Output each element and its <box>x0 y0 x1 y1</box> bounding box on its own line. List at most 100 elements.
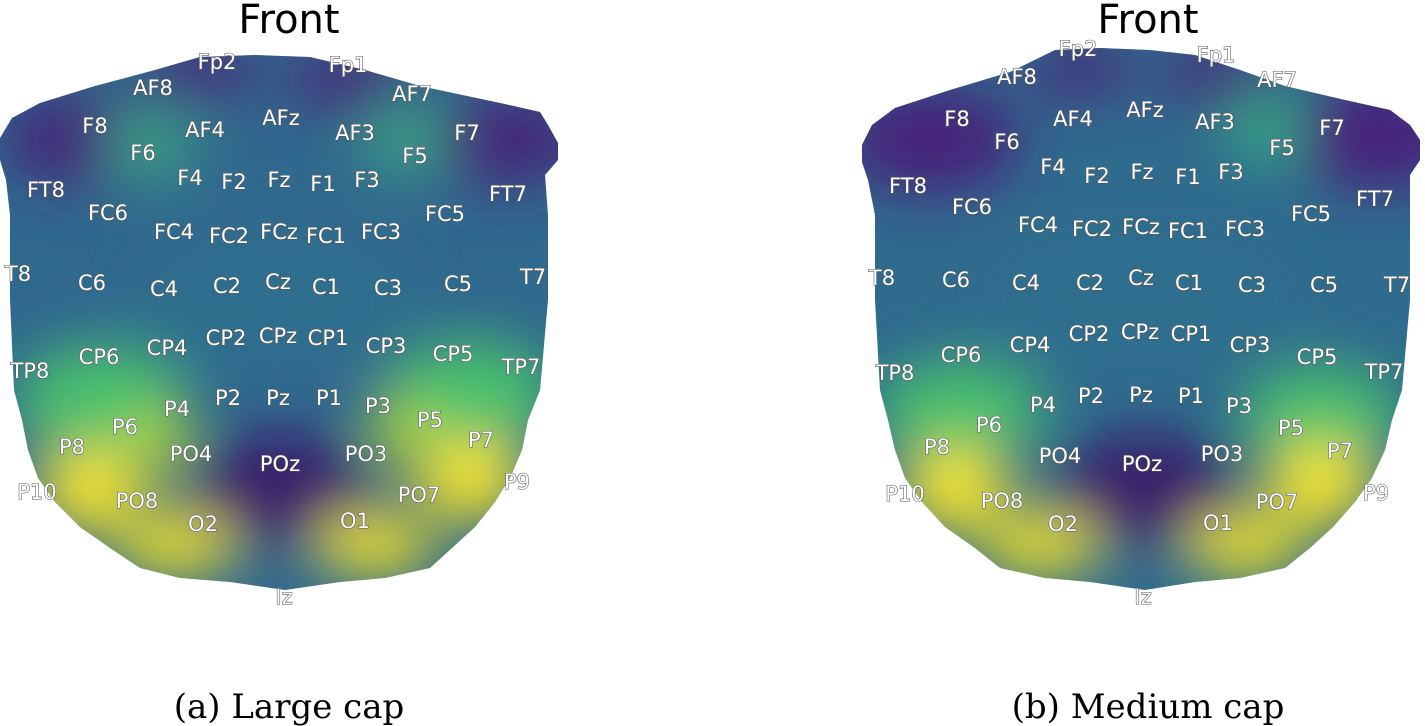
electrode-label: F5 <box>402 144 427 168</box>
electrode-label: CP5 <box>433 342 474 366</box>
heat-region <box>140 55 260 100</box>
electrode-label: FT8 <box>27 178 65 202</box>
electrode-label: C3 <box>374 276 402 300</box>
heat-region <box>105 110 195 180</box>
electrode-label: Fz <box>1130 160 1153 184</box>
electrode-label: Pz <box>1129 383 1153 407</box>
electrode-label: O1 <box>1203 511 1233 535</box>
electrode-label: AF3 <box>1195 110 1235 134</box>
electrode-label: TP8 <box>10 359 50 383</box>
electrode-label: TP7 <box>501 355 541 379</box>
electrode-label: C6 <box>942 268 970 292</box>
electrode-label: T8 <box>4 262 31 286</box>
heat-region <box>1025 48 1135 100</box>
panel-large-cap: Front Fp2 Fp1 AF8 AF7 AFz <box>0 0 558 726</box>
electrode-label: CP1 <box>308 326 349 350</box>
electrode-label: PO4 <box>1039 444 1082 468</box>
electrode-label: FC4 <box>1018 213 1058 237</box>
heat-region <box>315 515 435 575</box>
electrode-label: AF8 <box>997 65 1037 89</box>
electrode-label: P8 <box>924 435 950 459</box>
electrode-label: C2 <box>213 274 241 298</box>
electrode-label: FC6 <box>952 195 992 219</box>
electrode-label: P7 <box>468 428 494 452</box>
electrode-label: T7 <box>519 265 546 289</box>
electrode-label: Fp2 <box>1059 37 1098 61</box>
electrode-label: FT7 <box>489 182 527 206</box>
electrode-label: FT8 <box>889 174 927 198</box>
electrode-label: T7 <box>1383 273 1410 297</box>
electrode-label: AF4 <box>1053 107 1093 131</box>
electrode-label: O2 <box>188 512 218 536</box>
electrode-label: AF7 <box>1257 68 1297 92</box>
electrode-label: Fp2 <box>198 50 237 74</box>
electrode-label: P7 <box>1327 439 1353 463</box>
heat-region <box>990 240 1290 360</box>
electrode-label: P6 <box>112 415 138 439</box>
heat-region <box>1240 365 1400 465</box>
electrode-label: TP8 <box>875 361 915 385</box>
electrode-label: F8 <box>82 114 107 138</box>
electrode-label: C6 <box>78 271 106 295</box>
heat-region <box>875 360 1045 460</box>
electrode-label: FC5 <box>1291 202 1331 226</box>
electrode-label: F4 <box>177 166 202 190</box>
electrode-label: P4 <box>164 397 190 421</box>
electrode-label: O1 <box>340 509 370 533</box>
electrode-label: F6 <box>994 130 1019 154</box>
electrode-label: PO3 <box>345 442 388 466</box>
electrode-label: P5 <box>417 408 443 432</box>
electrode-label: CP2 <box>1069 322 1110 346</box>
electrode-label: P8 <box>59 435 85 459</box>
electrode-label: CP3 <box>1230 333 1271 357</box>
electrode-label: FCz <box>260 220 298 244</box>
electrode-label: P2 <box>1078 384 1104 408</box>
heat-region <box>1225 95 1305 165</box>
heat-region <box>1290 80 1420 190</box>
electrode-label: PO3 <box>1201 442 1244 466</box>
electrode-label: AF8 <box>133 76 173 100</box>
heat-region <box>130 410 190 470</box>
heat-region <box>1050 435 1240 545</box>
electrode-label: O2 <box>1048 512 1078 536</box>
electrode-label: FC6 <box>88 201 128 225</box>
electrode-label: Iz <box>275 585 292 609</box>
electrode-label: CP6 <box>79 345 120 369</box>
electrode-label: AF7 <box>392 82 432 106</box>
heat-region <box>980 515 1100 575</box>
electrode-label: P3 <box>1226 394 1252 418</box>
electrode-label: F5 <box>1269 136 1294 160</box>
electrode-label: FC2 <box>209 224 249 248</box>
electrode-label: F1 <box>1175 165 1200 189</box>
electrode-label: F3 <box>1218 160 1243 184</box>
electrode-label: C3 <box>1238 273 1266 297</box>
electrode-label: C2 <box>1076 271 1104 295</box>
electrode-label: PO7 <box>1256 490 1299 514</box>
electrode-label: FC1 <box>306 224 346 248</box>
electrode-label: CP4 <box>1010 333 1051 357</box>
electrode-label: FC5 <box>425 202 465 226</box>
electrode-label: C4 <box>1012 271 1040 295</box>
heat-region <box>1185 515 1305 575</box>
electrode-label: Pz <box>266 386 290 410</box>
electrode-label: P4 <box>1030 393 1056 417</box>
electrode-label: Fp1 <box>329 53 368 77</box>
electrode-label: FC2 <box>1072 217 1112 241</box>
electrode-label: P1 <box>1178 384 1204 408</box>
electrode-label: FC1 <box>1168 219 1208 243</box>
electrode-label: AF3 <box>335 121 375 145</box>
electrode-label: C4 <box>150 277 178 301</box>
electrode-label: P1 <box>316 386 342 410</box>
electrode-label: C5 <box>1310 273 1338 297</box>
heat-region <box>360 105 450 175</box>
electrode-label: Fz <box>267 168 290 192</box>
electrode-label: C5 <box>444 272 472 296</box>
electrode-label: FC3 <box>361 220 401 244</box>
electrode-label: T8 <box>868 266 895 290</box>
electrode-labels: Fp2 Fp1 AF8 AF7 AFz AF4 AF3 F8 F7 F6 F5 F4 F2 Fz F1 F3 F… <box>3 49 546 609</box>
electrode-label: PO7 <box>398 483 441 507</box>
electrode-label: P9 <box>1363 481 1389 505</box>
electrode-label: F2 <box>221 170 246 194</box>
topomap-large <box>0 55 558 590</box>
